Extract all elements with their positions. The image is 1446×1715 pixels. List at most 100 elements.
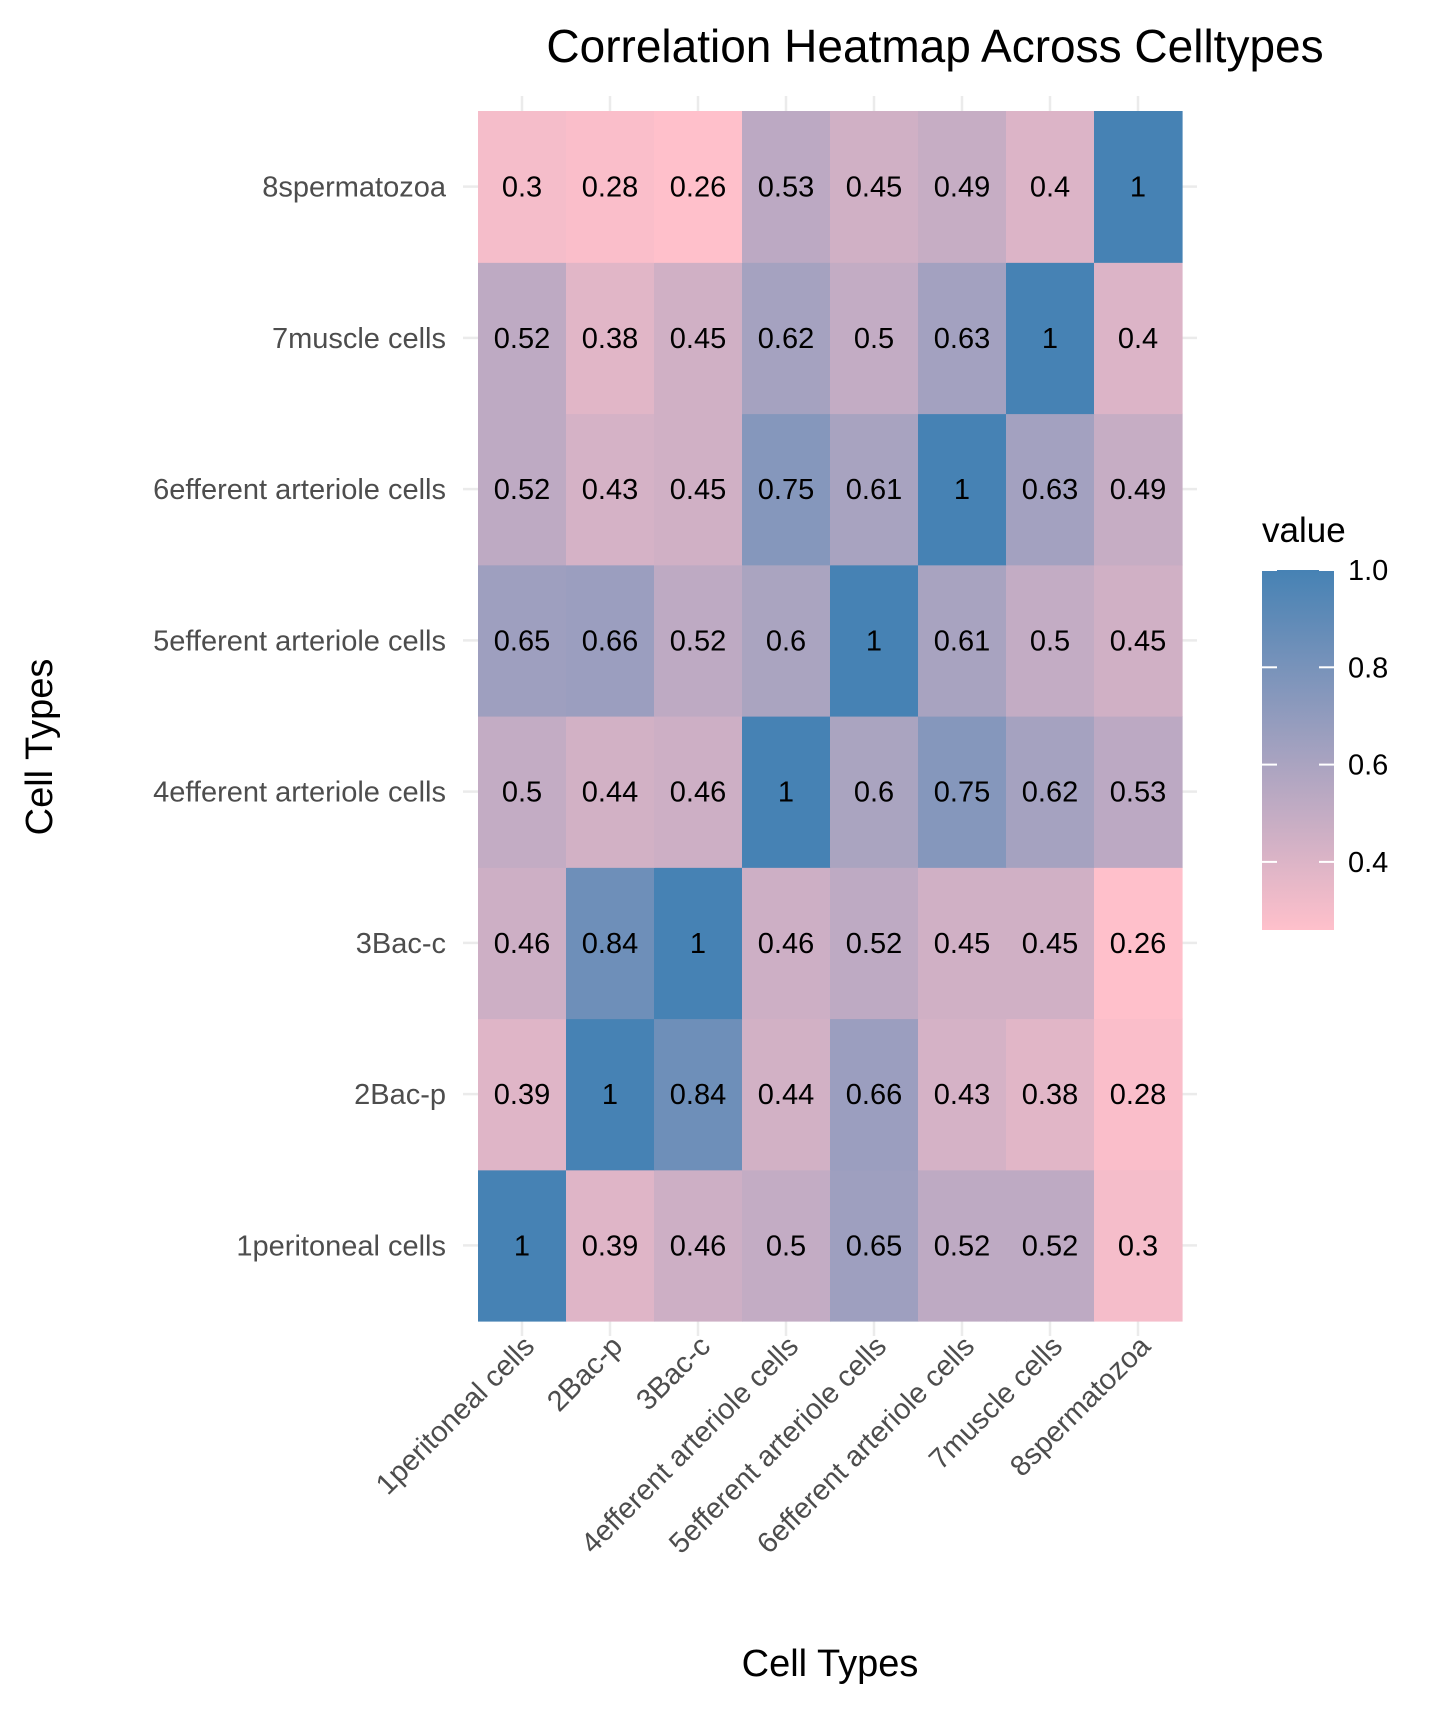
x-axis-title: Cell Types [742,1643,919,1685]
heatmap-cell-label: 0.62 [758,323,814,355]
heatmap-cell [742,1018,831,1171]
heatmap-cell-label: 0.52 [846,928,902,960]
heatmap-cell-label: 0.5 [502,777,542,809]
heatmap-cell [830,262,919,415]
heatmap-cell-label: 0.46 [494,928,550,960]
heatmap-cell-label: 0.65 [494,625,550,657]
heatmap-cell [742,867,831,1020]
heatmap-cell [918,1018,1007,1171]
heatmap-cell-label: 0.46 [758,928,814,960]
heatmap-cell-label: 0.28 [582,172,638,204]
heatmap-cell-labels: 1 0.39 0.46 0.5 0.65 0.52 0.52 0.3 0.39 1 0.84 0.44… [494,172,1166,1263]
heatmap-cell [654,716,743,868]
legend-title: value [1262,511,1346,550]
heatmap-cell [830,1169,919,1322]
heatmap-cell [742,111,831,263]
heatmap-cell-label: 0.6 [854,777,894,809]
heatmap-cell [742,716,831,868]
heatmap-cell [1094,262,1183,415]
heatmap-cell-label: 0.66 [582,625,638,657]
heatmap-cell-label: 0.45 [934,928,990,960]
heatmap-cell-label: 0.45 [1022,928,1078,960]
heatmap-cell-label: 0.75 [934,777,990,809]
heatmap-cell-label: 0.45 [846,172,902,204]
heatmap-cell-label: 0.52 [670,625,726,657]
x-axis-tick-label: 1peritoneal cells [370,1330,541,1501]
y-axis-title: Cell Types [19,659,61,836]
x-axis-tick-label: 2Bac-p [541,1330,629,1418]
heatmap-cell [478,262,567,415]
y-axis-tick-label: 7muscle cells [272,323,446,355]
heatmap-cell-label: 0.45 [1110,625,1166,657]
heatmap-cell-label: 0.43 [934,1079,990,1111]
heatmap-cell-label: 0.6 [766,625,806,657]
heatmap-cell [566,716,655,868]
heatmap-cell-label: 0.53 [758,172,814,204]
heatmap-cell-label: 0.61 [934,625,990,657]
heatmap-cell [1006,111,1095,263]
heatmap-cell [654,262,743,415]
heatmap-cell-label: 0.39 [582,1230,638,1262]
heatmap-cell [1006,1169,1095,1322]
heatmap-cell-label: 0.52 [494,474,550,506]
heatmap-cell [566,1018,655,1171]
heatmap-cell-label: 0.49 [934,172,990,204]
heatmap-cell [1006,413,1095,566]
heatmap-cell-label: 0.75 [758,474,814,506]
heatmap-cell [478,716,567,868]
heatmap-cell [918,1169,1007,1322]
heatmap-cell [1006,1018,1095,1171]
heatmap-cell [566,413,655,566]
heatmap-cell [1006,716,1095,868]
heatmap-cell-label: 0.46 [670,777,726,809]
y-axis-tick-label: 2Bac-p [354,1079,446,1111]
heatmap-cell-label: 0.52 [934,1230,990,1262]
heatmap-cell-label: 0.63 [1022,474,1078,506]
heatmap-cell-label: 0.26 [670,172,726,204]
heatmap-cell-label: 0.26 [1110,928,1166,960]
heatmap-cell-label: 1 [954,474,970,506]
heatmap-cell-label: 0.65 [846,1230,902,1262]
chart-title: Correlation Heatmap Across Celltypes [546,20,1323,72]
heatmap-cell-label: 0.28 [1110,1079,1166,1111]
heatmap-cell [830,413,919,566]
heatmap-cell-label: 0.39 [494,1079,550,1111]
heatmap-cell [830,111,919,263]
heatmap-cell-label: 0.43 [582,474,638,506]
heatmap-cell-label: 0.63 [934,323,990,355]
heatmap-cell-label: 0.61 [846,474,902,506]
heatmap-cell [742,1169,831,1322]
heatmap-cell [566,1169,655,1322]
heatmap-cells [478,111,1183,1322]
heatmap-cell-label: 1 [1130,172,1146,204]
heatmap-cell-label: 0.49 [1110,474,1166,506]
heatmap-cell-label: 0.5 [854,323,894,355]
heatmap-cell [566,262,655,415]
heatmap-cell [478,867,567,1020]
heatmap-cell-label: 1 [514,1230,530,1262]
heatmap-cell [566,564,655,717]
heatmap-cell-label: 0.44 [582,777,638,809]
heatmap-cell [742,413,831,566]
heatmap-cell-label: 0.53 [1110,777,1166,809]
heatmap-cell [478,1018,567,1171]
heatmap-cell [654,564,743,717]
y-axis-tick-label: 4efferent arteriole cells [153,777,446,809]
heatmap-cell [1094,1169,1183,1322]
heatmap-cell [654,111,743,263]
legend-tick-label: 0.8 [1348,652,1388,684]
y-axis-tick-labels: 1peritoneal cells 2Bac-p 3Bac-c 4efferent a… [153,172,447,1263]
heatmap-cell-label: 0.52 [1022,1230,1078,1262]
heatmap-cell [478,564,567,717]
heatmap-cell-label: 0.52 [494,323,550,355]
legend-tick-label: 0.6 [1348,750,1388,782]
heatmap-cell [742,564,831,717]
heatmap-cell-label: 0.46 [670,1230,726,1262]
heatmap-cell-label: 0.45 [670,474,726,506]
heatmap-cell [830,1018,919,1171]
y-axis-tick-label: 8spermatozoa [262,172,447,204]
heatmap-cell-label: 0.45 [670,323,726,355]
heatmap-cell-label: 0.3 [502,172,542,204]
heatmap-cell [566,867,655,1020]
